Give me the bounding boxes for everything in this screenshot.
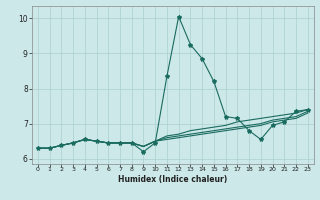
X-axis label: Humidex (Indice chaleur): Humidex (Indice chaleur) — [118, 175, 228, 184]
